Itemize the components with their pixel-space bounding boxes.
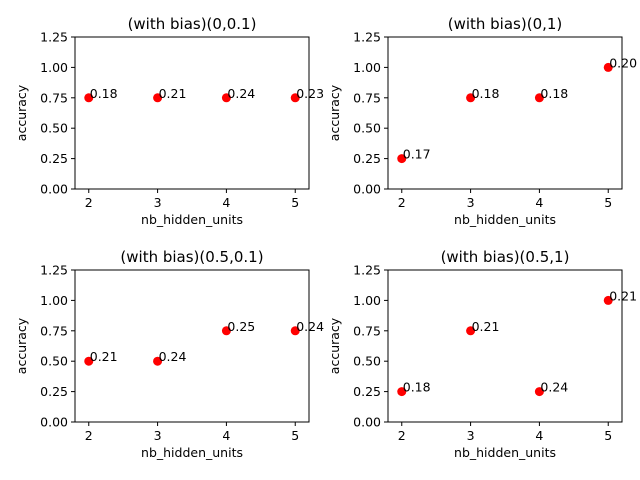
chart-title: (with bias)(0,0.1) <box>128 15 257 33</box>
y-tick-label: 0.00 <box>353 415 381 430</box>
plot-frame <box>74 36 310 190</box>
y-tick-label: 1.00 <box>353 60 381 75</box>
y-tick-label: 0.25 <box>353 384 381 399</box>
data-label: 0.21 <box>159 86 187 101</box>
y-tick-label: 1.00 <box>353 293 381 308</box>
data-label: 0.17 <box>403 147 431 162</box>
data-point <box>397 154 407 164</box>
data-label: 0.24 <box>540 380 568 395</box>
data-label: 0.21 <box>472 319 500 334</box>
y-axis-label: accuracy <box>14 317 29 374</box>
data-label: 0.23 <box>296 86 324 101</box>
data-point <box>603 295 613 305</box>
data-point <box>221 93 231 103</box>
data-point <box>466 326 476 336</box>
x-tick-label: 3 <box>467 428 475 443</box>
x-tick-label: 5 <box>291 195 299 210</box>
x-axis-label: nb_hidden_units <box>141 445 243 460</box>
data-label: 0.18 <box>403 380 431 395</box>
data-point <box>221 326 231 336</box>
y-axis-label: accuracy <box>327 84 342 141</box>
subplot-4: 2 3 4 5 0.00 0.25 0.50 0.75 1.00 1.25 (with bias)(… <box>327 248 637 460</box>
data-label: 0.18 <box>540 86 568 101</box>
x-axis-label: nb_hidden_units <box>454 445 556 460</box>
x-tick-label: 3 <box>467 195 475 210</box>
y-tick-label: 0.50 <box>40 354 68 369</box>
y-tick-label: 1.00 <box>40 293 68 308</box>
y-tick-label: 1.25 <box>353 30 381 45</box>
x-axis-label: nb_hidden_units <box>141 212 243 227</box>
data-point <box>84 93 94 103</box>
x-tick-label: 2 <box>85 195 93 210</box>
x-tick-label: 4 <box>222 195 230 210</box>
plot-frame <box>387 36 623 190</box>
data-label: 0.21 <box>609 288 637 303</box>
chart-title: (with bias)(0,1) <box>448 15 563 33</box>
x-tick-label: 3 <box>154 428 162 443</box>
data-label: 0.18 <box>472 86 500 101</box>
data-label: 0.25 <box>227 319 255 334</box>
y-tick-label: 0.50 <box>353 121 381 136</box>
chart-title: (with bias)(0.5,1) <box>441 248 570 266</box>
x-tick-label: 4 <box>535 428 543 443</box>
data-point <box>290 326 300 336</box>
y-tick-label: 0.75 <box>40 323 68 338</box>
x-tick-label: 5 <box>604 428 612 443</box>
y-tick-label: 0.50 <box>353 354 381 369</box>
x-tick-label: 5 <box>291 428 299 443</box>
plot-frame <box>387 269 623 423</box>
chart-title: (with bias)(0.5,0.1) <box>120 248 263 266</box>
x-tick-label: 2 <box>85 428 93 443</box>
data-point <box>603 62 613 72</box>
data-point <box>84 356 94 366</box>
data-label: 0.24 <box>296 319 324 334</box>
y-tick-label: 0.75 <box>353 323 381 338</box>
y-tick-label: 0.25 <box>353 151 381 166</box>
y-tick-label: 0.00 <box>353 182 381 197</box>
y-tick-label: 0.75 <box>353 90 381 105</box>
x-tick-label: 4 <box>535 195 543 210</box>
data-point <box>534 387 544 397</box>
x-tick-label: 5 <box>604 195 612 210</box>
y-tick-label: 0.00 <box>40 182 68 197</box>
x-tick-label: 3 <box>154 195 162 210</box>
y-tick-label: 1.00 <box>40 60 68 75</box>
y-tick-label: 1.25 <box>353 263 381 278</box>
subplot-1: 2 3 4 5 0.00 0.25 0.50 0.75 1.00 1.25 (with bias)(… <box>14 15 324 227</box>
data-point <box>153 356 163 366</box>
data-point <box>534 93 544 103</box>
y-tick-label: 0.50 <box>40 121 68 136</box>
x-tick-label: 2 <box>398 428 406 443</box>
subplot-3: 2 3 4 5 0.00 0.25 0.50 0.75 1.00 1.25 (with bias)(… <box>14 248 324 460</box>
y-tick-label: 1.25 <box>40 263 68 278</box>
x-tick-label: 4 <box>222 428 230 443</box>
data-point <box>290 93 300 103</box>
y-axis-label: accuracy <box>327 317 342 374</box>
y-tick-label: 0.25 <box>40 384 68 399</box>
y-tick-label: 1.25 <box>40 30 68 45</box>
data-point <box>397 387 407 397</box>
data-label: 0.21 <box>90 349 118 364</box>
data-label: 0.20 <box>609 55 637 70</box>
data-point <box>466 93 476 103</box>
x-tick-label: 2 <box>398 195 406 210</box>
y-axis-label: accuracy <box>14 84 29 141</box>
subplot-2: 2 3 4 5 0.00 0.25 0.50 0.75 1.00 1.25 (with bias)(… <box>327 15 637 227</box>
y-tick-label: 0.00 <box>40 415 68 430</box>
data-point <box>153 93 163 103</box>
y-tick-label: 0.75 <box>40 90 68 105</box>
y-tick-label: 0.25 <box>40 151 68 166</box>
data-label: 0.18 <box>90 86 118 101</box>
data-label: 0.24 <box>159 349 187 364</box>
plot-frame <box>74 269 310 423</box>
data-label: 0.24 <box>227 86 255 101</box>
x-axis-label: nb_hidden_units <box>454 212 556 227</box>
